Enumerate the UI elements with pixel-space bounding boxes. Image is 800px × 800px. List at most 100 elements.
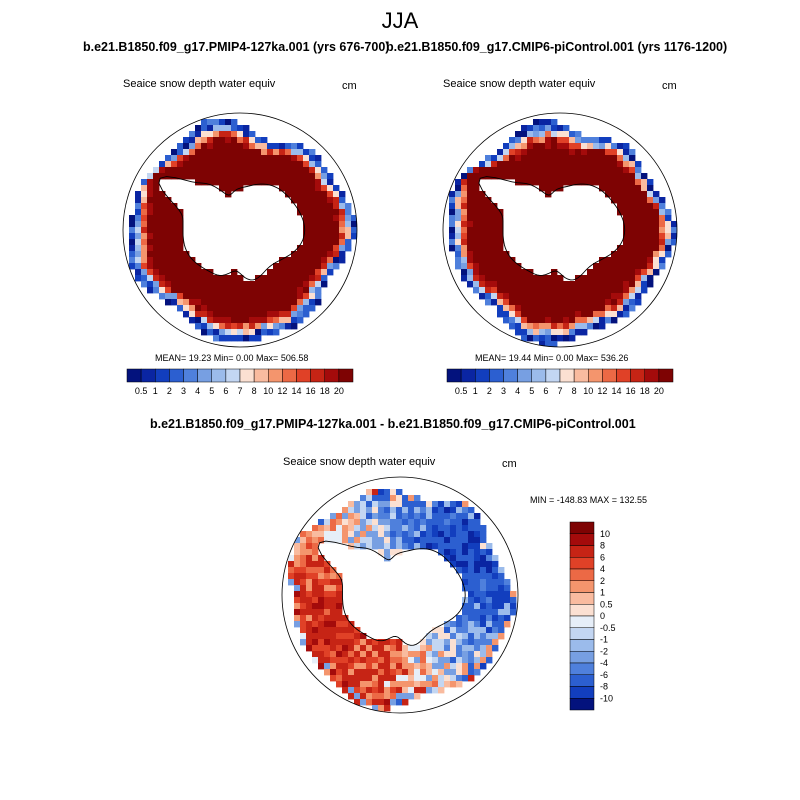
diff-variable-label: Seaice snow depth water equiv [283, 456, 436, 468]
diff-panel-subtitle: b.e21.B1850.f09_g17.PMIP4-127ka.001 - b.… [150, 417, 636, 431]
colorbar-tick-label: 4 [600, 564, 605, 574]
colorbar-swatch [569, 545, 595, 558]
colorbar-tick-label: 14 [611, 386, 621, 396]
colorbar-swatch [569, 662, 595, 675]
colorbar-tick-label: -4 [600, 658, 608, 668]
colorbar-tick-label: 10 [263, 386, 273, 396]
colorbar-tick-label: 7 [237, 386, 242, 396]
colorbar-swatch [296, 368, 311, 383]
antarctica-coastline [478, 176, 626, 281]
colorbar-tick-label: -0.5 [600, 623, 616, 633]
colorbar-tick-label: 14 [291, 386, 301, 396]
colorbar-tick-label: 18 [320, 386, 330, 396]
colorbar-swatch [183, 368, 198, 383]
colorbar-tick-label: 12 [597, 386, 607, 396]
antarctica-coastline [158, 176, 306, 281]
colorbar-swatch [268, 368, 283, 383]
colorbar-swatch [569, 686, 595, 699]
colorbar-tick-label: -8 [600, 682, 608, 692]
colorbar-tick-label: 1 [153, 386, 158, 396]
colorbar-tick-label: 16 [626, 386, 636, 396]
left-units-label: cm [342, 80, 357, 92]
colorbar-swatch [310, 368, 325, 383]
colorbar-swatch [573, 368, 589, 383]
colorbar-swatch [569, 639, 595, 652]
colorbar-swatch [630, 368, 645, 383]
colorbar-tick-label: -6 [600, 670, 608, 680]
colorbar-swatch [545, 368, 561, 383]
colorbar-tick-label: 6 [223, 386, 228, 396]
colorbar-swatch [282, 368, 297, 383]
colorbar-tick-label: 6 [543, 386, 548, 396]
colorbar-swatch [475, 368, 490, 383]
colorbar-tick-label: 1 [473, 386, 478, 396]
colorbar-tick-label: 5 [529, 386, 534, 396]
map-boundary [122, 112, 358, 348]
colorbar-swatch [517, 368, 532, 383]
colorbar-swatch [140, 368, 156, 383]
colorbar-swatch [569, 557, 595, 570]
colorbar-tick-label: 2 [487, 386, 492, 396]
colorbar-swatch [569, 604, 595, 617]
left-panel-subtitle: b.e21.B1850.f09_g17.PMIP4-127ka.001 (yrs… [83, 40, 390, 54]
colorbar-swatch [569, 674, 595, 687]
colorbar-tick-label: 2 [167, 386, 172, 396]
colorbar-swatch [155, 368, 170, 383]
colorbar-swatch [460, 368, 476, 383]
colorbar-swatch [569, 592, 595, 605]
colorbar-swatch [225, 368, 241, 383]
colorbar-tick-label: -1 [600, 635, 608, 645]
colorbar-swatch [239, 368, 255, 383]
colorbar-swatch [644, 368, 660, 383]
colorbar-tick-label: 0.5 [135, 386, 148, 396]
colorbar-swatch [569, 627, 595, 640]
colorbar-tick-label: 0.5 [600, 599, 613, 609]
colorbar-tick-label: 12 [277, 386, 287, 396]
colorbar-tick-label: 8 [572, 386, 577, 396]
colorbar-tick-label: 20 [654, 386, 664, 396]
colorbar-swatch [446, 368, 462, 383]
colorbar-swatch [588, 368, 603, 383]
colorbar-swatch [569, 568, 595, 581]
colorbar-swatch [569, 580, 595, 593]
map-boundary [442, 112, 678, 348]
colorbar-swatch [126, 368, 142, 383]
colorbar-tick-label: -2 [600, 646, 608, 656]
colorbar-swatch [169, 368, 184, 383]
colorbar-tick-label: 10 [600, 529, 610, 539]
colorbar-swatch [602, 368, 617, 383]
colorbar-tick-label: 4 [515, 386, 520, 396]
diff-units-label: cm [502, 458, 517, 470]
right-variable-label: Seaice snow depth water equiv [443, 78, 596, 90]
colorbar-swatch [569, 651, 595, 664]
left-stats: MEAN= 19.23 Min= 0.00 Max= 506.58 [155, 353, 309, 363]
colorbar-tick-label: 5 [209, 386, 214, 396]
colorbar-swatch [211, 368, 227, 383]
right-panel-subtitle: b.e21.B1850.f09_g17.CMIP6-piControl.001 … [386, 40, 728, 54]
colorbar-swatch [253, 368, 269, 383]
colorbar-swatch [338, 368, 354, 383]
colorbar-tick-label: 6 [600, 552, 605, 562]
colorbar-tick-label: 2 [600, 576, 605, 586]
sea-ice-grid [129, 119, 357, 342]
colorbar-swatch [569, 521, 595, 534]
right-units-label: cm [662, 80, 677, 92]
colorbar-tick-label: 7 [557, 386, 562, 396]
colorbar-swatch [569, 533, 595, 546]
diff-stats: MIN = -148.83 MAX = 132.55 [530, 495, 648, 505]
colorbar-tick-label: 8 [252, 386, 257, 396]
colorbar-tick-label: 0 [600, 611, 605, 621]
colorbar-tick-label: 4 [195, 386, 200, 396]
colorbar-tick-label: 20 [334, 386, 344, 396]
colorbar-swatch [324, 368, 340, 383]
colorbar-swatch [658, 368, 674, 383]
colorbar-tick-label: 16 [306, 386, 316, 396]
colorbar-swatch [531, 368, 547, 383]
colorbar-tick-label: 1 [600, 588, 605, 598]
